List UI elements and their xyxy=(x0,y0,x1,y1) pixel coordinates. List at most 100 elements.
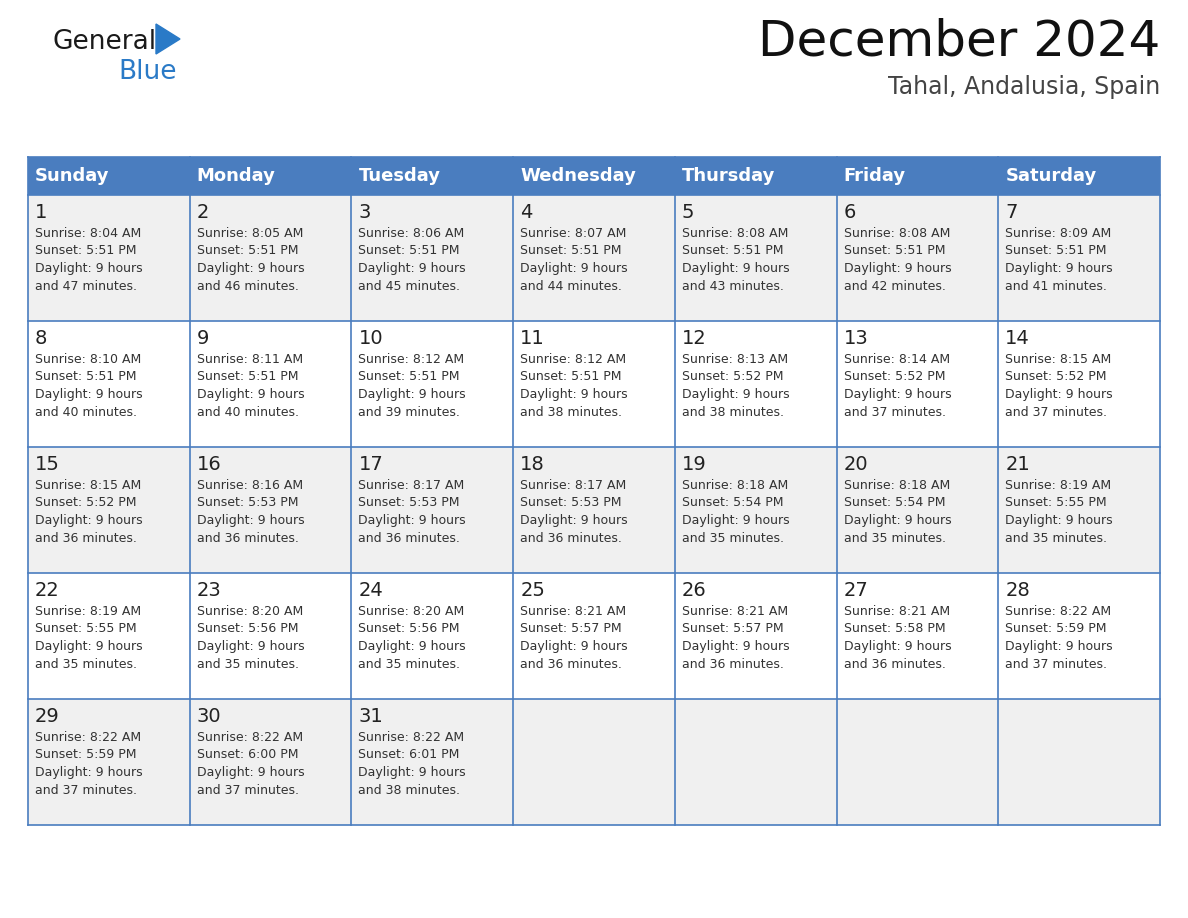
Text: Monday: Monday xyxy=(197,167,276,185)
Text: 17: 17 xyxy=(359,455,384,474)
Text: 30: 30 xyxy=(197,707,221,726)
Text: and 45 minutes.: and 45 minutes. xyxy=(359,279,461,293)
Text: Sunset: 5:55 PM: Sunset: 5:55 PM xyxy=(34,622,137,635)
Text: 13: 13 xyxy=(843,329,868,348)
Text: Sunset: 5:51 PM: Sunset: 5:51 PM xyxy=(1005,244,1107,258)
Text: Daylight: 9 hours: Daylight: 9 hours xyxy=(197,388,304,401)
Text: Sunrise: 8:11 AM: Sunrise: 8:11 AM xyxy=(197,353,303,366)
Text: Daylight: 9 hours: Daylight: 9 hours xyxy=(34,514,143,527)
Text: and 35 minutes.: and 35 minutes. xyxy=(197,657,298,670)
Text: and 37 minutes.: and 37 minutes. xyxy=(197,783,298,797)
Text: Sunset: 5:54 PM: Sunset: 5:54 PM xyxy=(843,497,946,509)
Text: Sunset: 5:51 PM: Sunset: 5:51 PM xyxy=(34,371,137,384)
Text: Sunset: 5:51 PM: Sunset: 5:51 PM xyxy=(197,371,298,384)
Text: Sunset: 5:51 PM: Sunset: 5:51 PM xyxy=(843,244,946,258)
Text: and 35 minutes.: and 35 minutes. xyxy=(359,657,461,670)
Text: Sunrise: 8:19 AM: Sunrise: 8:19 AM xyxy=(1005,479,1112,492)
Text: and 35 minutes.: and 35 minutes. xyxy=(1005,532,1107,544)
Text: Sunrise: 8:20 AM: Sunrise: 8:20 AM xyxy=(197,605,303,618)
Text: 28: 28 xyxy=(1005,581,1030,600)
Text: Sunset: 5:52 PM: Sunset: 5:52 PM xyxy=(34,497,137,509)
Text: Daylight: 9 hours: Daylight: 9 hours xyxy=(520,388,627,401)
Text: and 37 minutes.: and 37 minutes. xyxy=(1005,406,1107,419)
Text: Sunset: 5:58 PM: Sunset: 5:58 PM xyxy=(843,622,946,635)
Text: Sunset: 5:51 PM: Sunset: 5:51 PM xyxy=(359,371,460,384)
Text: Sunrise: 8:22 AM: Sunrise: 8:22 AM xyxy=(197,731,303,744)
Text: and 36 minutes.: and 36 minutes. xyxy=(359,532,460,544)
Text: and 44 minutes.: and 44 minutes. xyxy=(520,279,623,293)
Text: Tuesday: Tuesday xyxy=(359,167,441,185)
Text: Sunrise: 8:09 AM: Sunrise: 8:09 AM xyxy=(1005,227,1112,240)
Text: Sunrise: 8:07 AM: Sunrise: 8:07 AM xyxy=(520,227,626,240)
Text: and 43 minutes.: and 43 minutes. xyxy=(682,279,784,293)
Text: Sunrise: 8:13 AM: Sunrise: 8:13 AM xyxy=(682,353,788,366)
Text: Daylight: 9 hours: Daylight: 9 hours xyxy=(520,640,627,653)
Text: Sunrise: 8:21 AM: Sunrise: 8:21 AM xyxy=(843,605,949,618)
Text: and 36 minutes.: and 36 minutes. xyxy=(520,657,623,670)
Bar xyxy=(29,699,1159,825)
Text: 18: 18 xyxy=(520,455,545,474)
Text: 3: 3 xyxy=(359,203,371,222)
Text: Sunrise: 8:14 AM: Sunrise: 8:14 AM xyxy=(843,353,949,366)
Text: Daylight: 9 hours: Daylight: 9 hours xyxy=(359,640,466,653)
Text: Sunrise: 8:22 AM: Sunrise: 8:22 AM xyxy=(34,731,141,744)
Polygon shape xyxy=(156,24,181,54)
Text: Daylight: 9 hours: Daylight: 9 hours xyxy=(1005,262,1113,275)
Text: and 36 minutes.: and 36 minutes. xyxy=(34,532,137,544)
Text: and 36 minutes.: and 36 minutes. xyxy=(682,657,784,670)
Text: Daylight: 9 hours: Daylight: 9 hours xyxy=(1005,640,1113,653)
Text: Daylight: 9 hours: Daylight: 9 hours xyxy=(682,514,790,527)
Text: Sunset: 5:51 PM: Sunset: 5:51 PM xyxy=(359,244,460,258)
Text: Sunset: 5:56 PM: Sunset: 5:56 PM xyxy=(197,622,298,635)
Text: Daylight: 9 hours: Daylight: 9 hours xyxy=(682,262,790,275)
Text: 16: 16 xyxy=(197,455,221,474)
Text: 5: 5 xyxy=(682,203,694,222)
Text: Sunrise: 8:18 AM: Sunrise: 8:18 AM xyxy=(843,479,950,492)
Text: and 35 minutes.: and 35 minutes. xyxy=(843,532,946,544)
Text: 20: 20 xyxy=(843,455,868,474)
Text: Sunset: 5:55 PM: Sunset: 5:55 PM xyxy=(1005,497,1107,509)
Text: and 46 minutes.: and 46 minutes. xyxy=(197,279,298,293)
Text: and 40 minutes.: and 40 minutes. xyxy=(197,406,298,419)
Text: 1: 1 xyxy=(34,203,48,222)
Text: Friday: Friday xyxy=(843,167,905,185)
Text: Daylight: 9 hours: Daylight: 9 hours xyxy=(843,388,952,401)
Text: Daylight: 9 hours: Daylight: 9 hours xyxy=(682,640,790,653)
Text: Daylight: 9 hours: Daylight: 9 hours xyxy=(359,766,466,779)
Text: Sunset: 6:01 PM: Sunset: 6:01 PM xyxy=(359,748,460,762)
Text: Daylight: 9 hours: Daylight: 9 hours xyxy=(520,514,627,527)
Text: Sunday: Sunday xyxy=(34,167,109,185)
Text: Sunrise: 8:22 AM: Sunrise: 8:22 AM xyxy=(359,731,465,744)
Text: Daylight: 9 hours: Daylight: 9 hours xyxy=(34,388,143,401)
Text: Sunset: 5:57 PM: Sunset: 5:57 PM xyxy=(520,622,621,635)
Text: Sunrise: 8:08 AM: Sunrise: 8:08 AM xyxy=(682,227,788,240)
Text: 22: 22 xyxy=(34,581,59,600)
Text: and 38 minutes.: and 38 minutes. xyxy=(359,783,461,797)
Text: and 37 minutes.: and 37 minutes. xyxy=(843,406,946,419)
Text: Blue: Blue xyxy=(118,59,177,85)
Text: 2: 2 xyxy=(197,203,209,222)
Text: Sunset: 5:53 PM: Sunset: 5:53 PM xyxy=(197,497,298,509)
Text: Daylight: 9 hours: Daylight: 9 hours xyxy=(520,262,627,275)
Text: Sunrise: 8:08 AM: Sunrise: 8:08 AM xyxy=(843,227,950,240)
Text: and 35 minutes.: and 35 minutes. xyxy=(34,657,137,670)
Text: Daylight: 9 hours: Daylight: 9 hours xyxy=(682,388,790,401)
Text: Daylight: 9 hours: Daylight: 9 hours xyxy=(843,262,952,275)
Text: and 47 minutes.: and 47 minutes. xyxy=(34,279,137,293)
Bar xyxy=(29,573,1159,699)
Text: Daylight: 9 hours: Daylight: 9 hours xyxy=(359,514,466,527)
Bar xyxy=(29,447,1159,573)
Text: Sunrise: 8:19 AM: Sunrise: 8:19 AM xyxy=(34,605,141,618)
Text: 23: 23 xyxy=(197,581,221,600)
Text: 7: 7 xyxy=(1005,203,1018,222)
Text: Daylight: 9 hours: Daylight: 9 hours xyxy=(843,514,952,527)
Text: and 35 minutes.: and 35 minutes. xyxy=(682,532,784,544)
Text: Sunrise: 8:20 AM: Sunrise: 8:20 AM xyxy=(359,605,465,618)
Text: 12: 12 xyxy=(682,329,707,348)
Text: Sunrise: 8:21 AM: Sunrise: 8:21 AM xyxy=(520,605,626,618)
Text: Sunset: 5:52 PM: Sunset: 5:52 PM xyxy=(1005,371,1107,384)
Text: 21: 21 xyxy=(1005,455,1030,474)
Text: Wednesday: Wednesday xyxy=(520,167,636,185)
Text: 9: 9 xyxy=(197,329,209,348)
Bar xyxy=(29,195,1159,321)
